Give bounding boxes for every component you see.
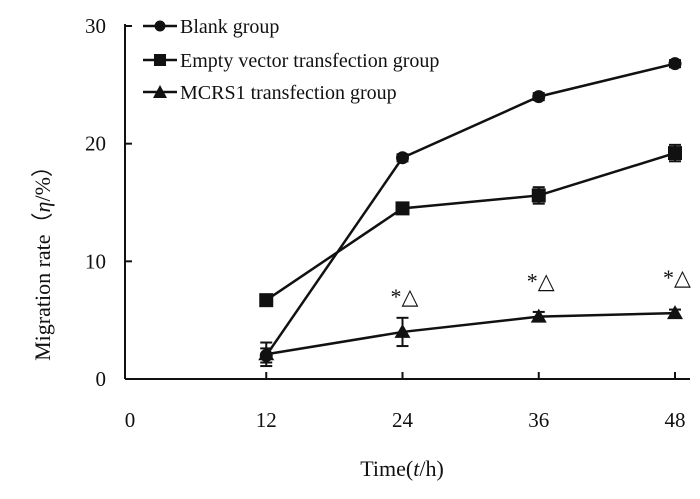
y-axis-label: Migration rate（η/%） [30, 155, 55, 361]
y-tick-label: 10 [85, 249, 106, 273]
y-axis-label-main: Migration rate（ [30, 212, 55, 360]
series-triangle [258, 305, 683, 368]
axes [124, 24, 690, 380]
series-line [265, 151, 676, 302]
x-axis-label-variable: t [413, 456, 420, 481]
y-axis-label-unit: /%） [30, 155, 55, 201]
series-line [265, 62, 676, 357]
series-square [259, 143, 682, 308]
x-axis-label: Time(t/h) [360, 456, 444, 481]
significance-marker: *△ [527, 269, 555, 294]
series-line [266, 311, 676, 356]
y-axis-label-variable: η [30, 202, 55, 213]
y-tick-label: 20 [85, 132, 106, 156]
annotations: *△ *△ *△ [391, 265, 692, 309]
ticks: 0 12 24 36 48 0 10 20 30 [85, 14, 686, 432]
y-tick-label: 30 [85, 14, 106, 38]
data-point-square [395, 201, 410, 216]
data-point-square [668, 146, 682, 161]
legend-marker-square [154, 54, 166, 66]
y-tick-label: 0 [96, 367, 107, 391]
significance-marker: *△ [391, 284, 419, 309]
legend: Blank group Empty vector transfection gr… [143, 16, 439, 104]
data-point-square [531, 188, 546, 203]
data-point-triangle [667, 305, 683, 320]
x-tick-label: 48 [665, 408, 686, 432]
legend-marker-triangle [153, 85, 167, 98]
data-point-circle [532, 90, 546, 104]
legend-label-mcrs1: MCRS1 transfection group [180, 82, 397, 104]
legend-label-empty-vector: Empty vector transfection group [180, 50, 439, 72]
data-point-triangle [394, 323, 411, 338]
legend-entry-blank: Blank group [143, 16, 279, 38]
x-axis-label-main: Time( [360, 456, 413, 481]
data-point-circle [668, 57, 682, 71]
legend-entry-empty-vector: Empty vector transfection group [143, 50, 439, 72]
x-tick-label: 12 [256, 408, 277, 432]
data-point-square [259, 293, 274, 308]
x-tick-label: 24 [392, 408, 414, 432]
series-layer [258, 57, 683, 368]
significance-marker: *△ [663, 265, 691, 290]
x-tick-label: 0 [125, 408, 136, 432]
legend-entry-mcrs1: MCRS1 transfection group [143, 82, 397, 104]
x-tick-label: 36 [528, 408, 549, 432]
legend-marker-circle [154, 20, 166, 32]
data-point-circle [396, 151, 409, 165]
data-point-triangle [258, 346, 275, 361]
legend-label-blank: Blank group [180, 16, 279, 38]
data-point-triangle [530, 308, 547, 323]
x-axis-label-unit: /h) [419, 456, 443, 481]
